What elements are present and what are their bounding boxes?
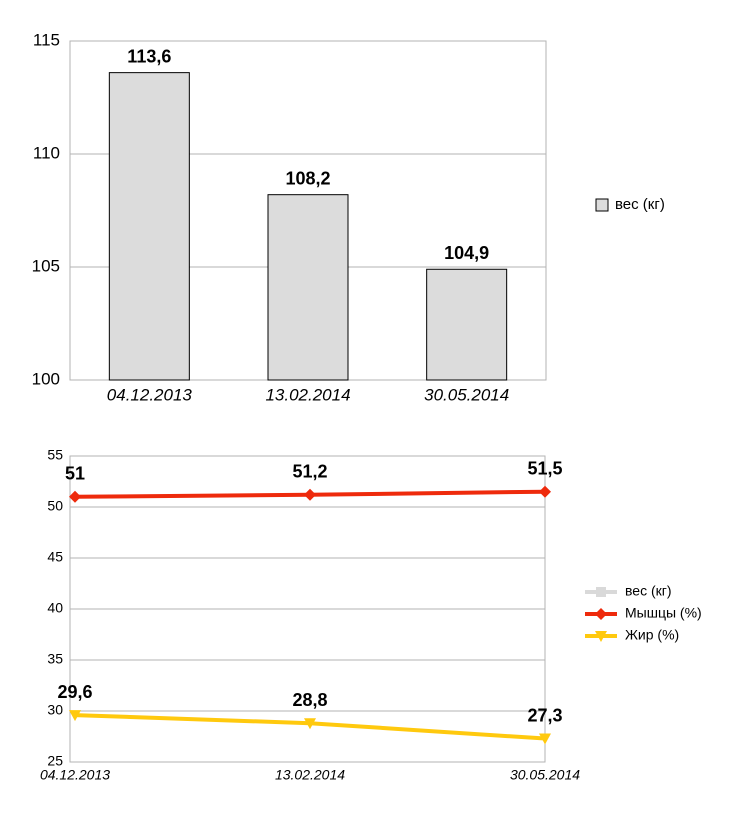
legend-label: вес (кг) (615, 196, 665, 213)
bar (267, 194, 349, 381)
point-marker (539, 485, 551, 498)
legend-marker (595, 608, 607, 620)
data-label: 113,6 (127, 46, 171, 66)
legend-swatch (595, 198, 609, 212)
legend-label: Жир (%) (625, 627, 679, 643)
data-label: 51,5 (527, 458, 562, 478)
bar (108, 72, 190, 381)
y-tick-label: 115 (33, 30, 60, 49)
y-tick-label: 30 (47, 702, 63, 718)
legend-label: вес (кг) (625, 583, 672, 599)
y-tick-label: 50 (47, 498, 63, 514)
data-label: 108,2 (285, 168, 330, 188)
y-tick-label: 110 (33, 143, 60, 162)
y-tick-label: 25 (47, 753, 63, 769)
data-label: 51 (65, 464, 85, 484)
legend-label: Мышцы (%) (625, 605, 702, 621)
legend-marker (595, 631, 607, 642)
y-tick-label: 100 (32, 369, 60, 388)
y-tick-label: 45 (47, 549, 63, 565)
point-marker (304, 718, 316, 730)
x-tick-label: 04.12.2013 (107, 385, 193, 404)
data-label: 51,2 (292, 462, 327, 482)
x-tick-label: 04.12.2013 (40, 767, 110, 783)
data-label: 28,8 (292, 690, 327, 710)
point-marker (69, 490, 81, 503)
data-label: 27,3 (527, 705, 562, 725)
x-tick-label: 30.05.2014 (510, 767, 580, 783)
point-marker (304, 488, 316, 501)
data-label: 29,6 (57, 682, 92, 702)
y-tick-label: 55 (47, 447, 63, 463)
x-tick-label: 13.02.2014 (265, 385, 350, 404)
point-marker (69, 710, 81, 722)
y-tick-label: 105 (32, 256, 60, 275)
data-label: 104,9 (444, 243, 489, 263)
x-tick-label: 30.05.2014 (424, 385, 509, 404)
point-marker (539, 733, 551, 745)
x-tick-label: 13.02.2014 (275, 767, 345, 783)
legend-marker (596, 587, 606, 597)
y-tick-label: 40 (47, 600, 63, 616)
bar (426, 268, 508, 381)
y-tick-label: 35 (47, 651, 63, 667)
